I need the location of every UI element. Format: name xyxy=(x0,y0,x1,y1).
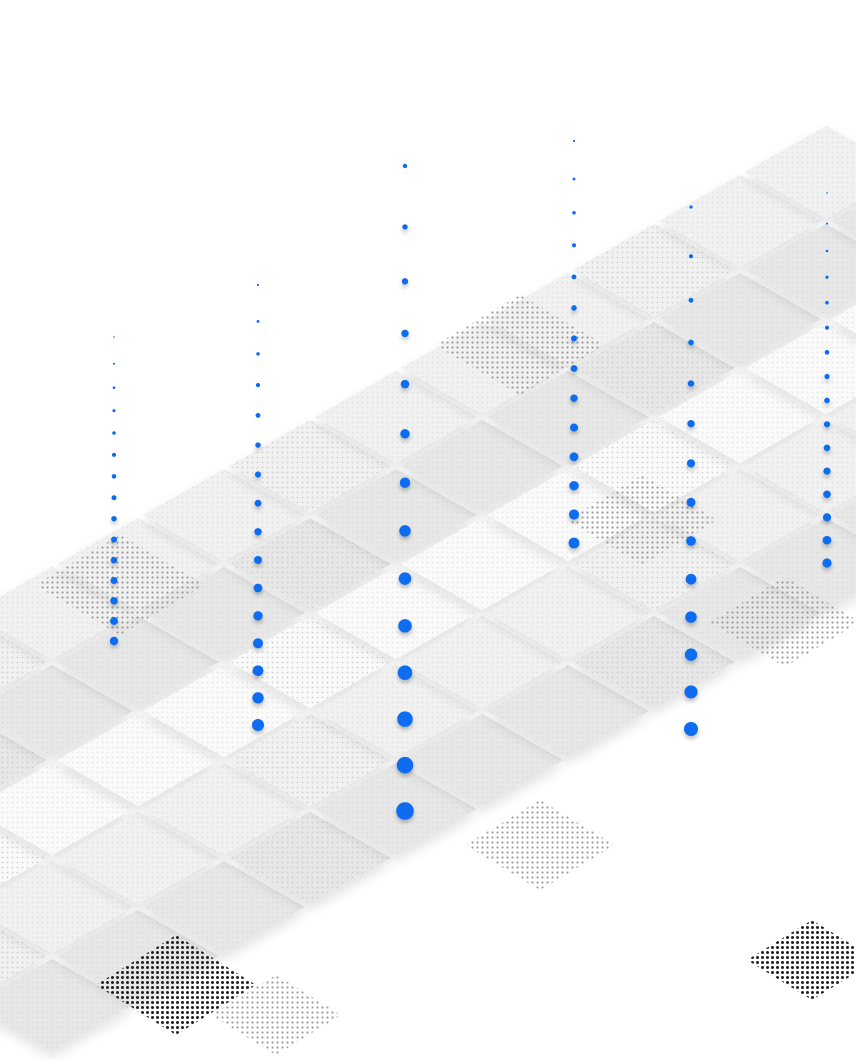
blue-dot xyxy=(400,429,409,438)
blue-dot xyxy=(255,500,262,507)
blue-dot xyxy=(570,452,579,461)
blue-dot xyxy=(824,398,830,404)
blue-dot xyxy=(397,757,414,774)
blue-dot xyxy=(825,301,829,305)
blue-dot xyxy=(113,386,116,389)
blue-dot xyxy=(572,274,577,279)
blue-dot xyxy=(571,335,577,341)
blue-dot xyxy=(689,254,693,258)
blue-dot xyxy=(688,380,695,387)
blue-dot xyxy=(823,536,832,545)
blue-dot xyxy=(570,394,578,402)
blue-dot xyxy=(256,352,260,356)
blue-dot xyxy=(685,611,697,623)
blue-dot xyxy=(403,164,407,168)
blue-dot xyxy=(112,495,117,500)
blue-dot xyxy=(254,584,263,593)
blue-dot xyxy=(256,383,260,387)
dark-halftone-tile xyxy=(747,920,856,1000)
blue-dot xyxy=(402,224,407,229)
blue-dot xyxy=(398,665,413,680)
blue-dot xyxy=(253,611,262,620)
blue-dot xyxy=(110,637,118,645)
blue-dot xyxy=(573,178,576,181)
blue-dot xyxy=(571,365,578,372)
blue-dot xyxy=(256,413,261,418)
blue-dot xyxy=(688,340,694,346)
blue-dot xyxy=(257,284,259,286)
blue-dot xyxy=(569,509,579,519)
blue-dot xyxy=(255,471,261,477)
blue-dot xyxy=(401,380,409,388)
blue-dot xyxy=(402,278,408,284)
blue-dot xyxy=(569,481,578,490)
blue-dot xyxy=(573,140,575,142)
blue-dot xyxy=(111,557,117,563)
blue-dot xyxy=(825,276,828,279)
blue-dot xyxy=(112,431,116,435)
blue-dot xyxy=(570,424,578,432)
blue-dot xyxy=(823,468,830,475)
dot-column-1 xyxy=(110,336,118,645)
blue-dot xyxy=(825,350,830,355)
blue-dot xyxy=(686,498,695,507)
blue-dot xyxy=(823,513,831,521)
blue-dot xyxy=(826,250,829,253)
blue-dot xyxy=(112,453,116,457)
blue-dot xyxy=(824,374,829,379)
blue-dot xyxy=(253,638,263,648)
blue-dot xyxy=(399,572,412,585)
mid-halftone-tile xyxy=(465,800,615,890)
blue-dot xyxy=(257,320,260,323)
blue-dot xyxy=(686,536,696,546)
blue-dot xyxy=(689,205,692,208)
blue-dot xyxy=(684,722,698,736)
blue-dot xyxy=(112,409,115,412)
blue-dot xyxy=(112,474,117,479)
blue-dot xyxy=(685,648,697,660)
blue-dot xyxy=(110,617,118,625)
blue-dot xyxy=(571,305,577,311)
blue-dot xyxy=(254,556,262,564)
blue-dot xyxy=(824,421,830,427)
blue-dot xyxy=(401,330,408,337)
blue-dot xyxy=(689,298,694,303)
blue-dot xyxy=(572,211,576,215)
blue-dot xyxy=(400,477,411,488)
blue-dot xyxy=(253,665,264,676)
blue-dot xyxy=(572,243,576,247)
blue-dot xyxy=(111,537,117,543)
blue-dot xyxy=(254,528,261,535)
blue-dot xyxy=(399,525,411,537)
blue-dot xyxy=(396,802,414,820)
blue-dot xyxy=(398,619,412,633)
blue-dot xyxy=(110,597,117,604)
blue-dot xyxy=(825,326,829,330)
blue-dot xyxy=(826,192,828,194)
blue-dot xyxy=(569,538,580,549)
blue-dot xyxy=(684,685,697,698)
blue-dot xyxy=(111,516,116,521)
blue-dot xyxy=(113,336,115,338)
blue-dot xyxy=(687,420,694,427)
blue-dot xyxy=(255,442,260,447)
blue-dot xyxy=(252,719,264,731)
blue-dot xyxy=(687,459,695,467)
blue-dot xyxy=(686,574,697,585)
blue-dot xyxy=(826,223,828,225)
blue-dot xyxy=(822,558,831,567)
blue-dot xyxy=(111,577,118,584)
blue-dot xyxy=(252,692,263,703)
blue-dot xyxy=(824,444,831,451)
blue-dot xyxy=(113,363,115,365)
blue-dot xyxy=(397,711,413,727)
blue-dot xyxy=(823,490,831,498)
